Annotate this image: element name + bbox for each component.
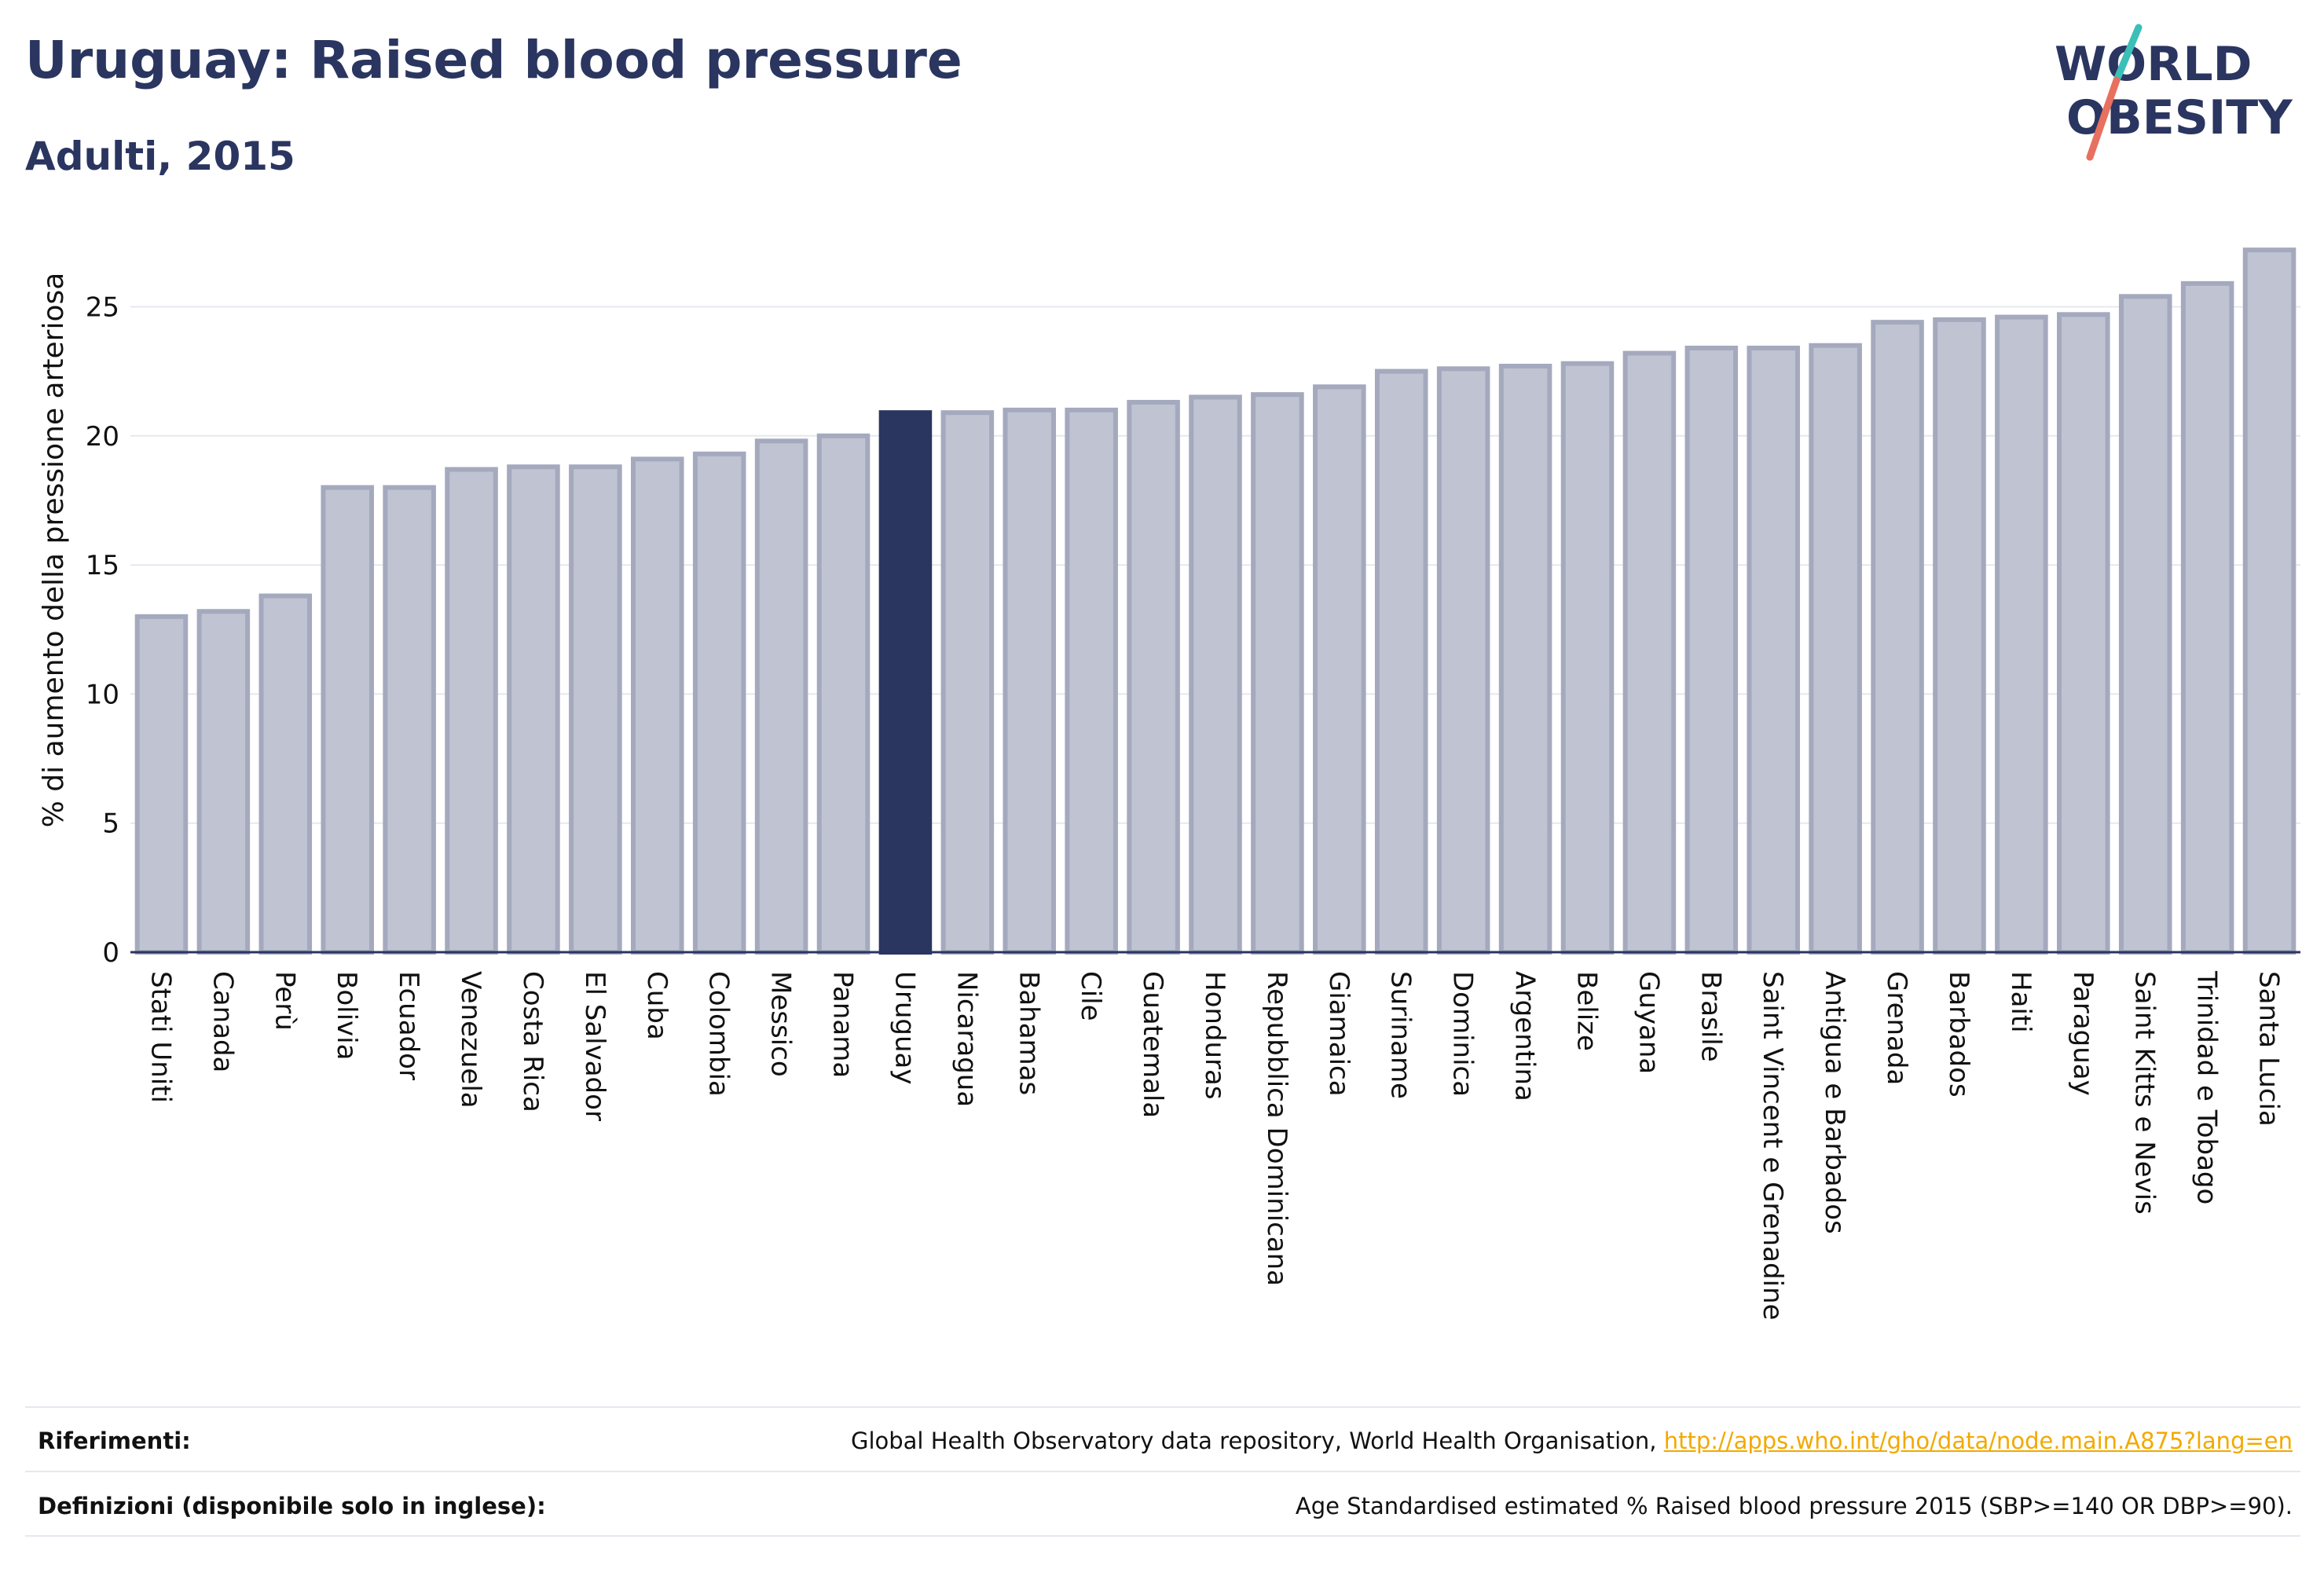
bar[interactable]: [1995, 314, 2048, 955]
bar[interactable]: [569, 464, 622, 955]
bar[interactable]: [940, 410, 995, 955]
y-tick-label: 10: [86, 679, 119, 710]
references-label: Riferimenti:: [38, 1428, 191, 1454]
chart-title: Uruguay: Raised blood pressure: [25, 30, 962, 90]
bar[interactable]: [1871, 320, 1924, 955]
bar-highlighted[interactable]: [878, 410, 933, 955]
x-tick-label: Dominica: [1447, 971, 1479, 1097]
x-tick-label: Colombia: [703, 971, 735, 1097]
bar[interactable]: [1065, 407, 1118, 955]
x-tick-label: Cile: [1075, 971, 1106, 1021]
chart-subtitle: Adulti, 2015: [25, 134, 295, 179]
x-tick-label: Paraguay: [2067, 971, 2099, 1096]
bar[interactable]: [1374, 368, 1428, 955]
x-tick-label: Guyana: [1633, 971, 1664, 1074]
x-tick-label: Barbados: [1943, 971, 1974, 1098]
x-tick-label: Costa Rica: [517, 971, 548, 1112]
x-tick-label: Canada: [207, 971, 238, 1072]
y-tick-label: 25: [86, 291, 119, 323]
logo-slash-bottom: [2086, 76, 2121, 161]
bar[interactable]: [1251, 392, 1304, 955]
bar[interactable]: [1747, 346, 1801, 955]
x-tick-label: Antigua e Barbados: [1819, 971, 1850, 1234]
x-tick-label: Giamaica: [1323, 971, 1354, 1097]
bar[interactable]: [1622, 350, 1677, 955]
x-tick-label: Venezuela: [455, 971, 486, 1109]
bar[interactable]: [1003, 407, 1057, 955]
bar[interactable]: [196, 609, 251, 955]
x-tick-label: Belize: [1571, 971, 1602, 1051]
bar[interactable]: [630, 456, 684, 955]
x-tick-label: Saint Vincent e Grenadine: [1757, 971, 1788, 1320]
bar-chart: 0 5 10 15 20 25 Stati Uniti Canada Perù Bolivia Ec…: [38, 247, 2300, 1320]
bar[interactable]: [1933, 317, 1986, 955]
bar[interactable]: [1189, 394, 1242, 955]
references-text: Global Health Observatory data repositor…: [851, 1428, 2293, 1454]
bar[interactable]: [1127, 400, 1180, 955]
x-tick-label: Cuba: [641, 971, 673, 1040]
bar[interactable]: [2057, 312, 2110, 955]
x-tick-label: Guatemala: [1137, 971, 1168, 1118]
references-source: Global Health Observatory data repositor…: [850, 1428, 1664, 1454]
bar[interactable]: [754, 438, 808, 955]
x-tick-label: Perù: [269, 971, 300, 1031]
x-tick-label: Repubblica Dominicana: [1261, 971, 1292, 1286]
bar[interactable]: [2180, 280, 2234, 955]
logo-slash-top: [2113, 24, 2143, 84]
bar[interactable]: [2242, 247, 2297, 955]
x-tick-label: Suriname: [1385, 971, 1417, 1099]
logo-text-world: WORLD: [2055, 37, 2252, 92]
tick-labels: 0 5 10 15 20 25 Stati Uniti Canada Perù Bolivia Ec…: [86, 291, 2285, 1320]
y-tick-label: 5: [102, 808, 119, 840]
bar[interactable]: [2118, 294, 2172, 955]
footer-separator-middle: [25, 1471, 2300, 1472]
bar[interactable]: [1313, 384, 1366, 955]
definitions-label: Definizioni (disponibile solo in inglese…: [38, 1493, 546, 1519]
x-tick-label: Ecuador: [393, 971, 424, 1080]
x-tick-label: Nicaragua: [951, 971, 982, 1107]
bar[interactable]: [507, 464, 560, 955]
x-tick-label: El Salvador: [579, 971, 610, 1121]
world-obesity-logo: WORLD OBESITY: [2055, 24, 2293, 161]
footer-separator-top: [25, 1406, 2300, 1408]
bar[interactable]: [1809, 343, 1862, 955]
bar[interactable]: [816, 433, 871, 955]
x-tick-label: Honduras: [1199, 971, 1230, 1100]
bars: [134, 247, 2297, 955]
bar[interactable]: [1498, 364, 1552, 955]
x-tick-label: Panama: [827, 971, 859, 1078]
bar[interactable]: [258, 593, 313, 955]
x-tick-label: Bahamas: [1013, 971, 1044, 1095]
bar[interactable]: [445, 467, 498, 955]
bar[interactable]: [1684, 346, 1739, 955]
bar[interactable]: [1560, 361, 1615, 955]
bar[interactable]: [1436, 366, 1490, 955]
y-tick-label: 20: [86, 421, 119, 453]
x-tick-label: Stati Uniti: [145, 971, 176, 1103]
x-tick-label: Uruguay: [889, 971, 920, 1085]
x-tick-label: Saint Kitts e Nevis: [2129, 971, 2161, 1215]
x-tick-label: Bolivia: [331, 971, 362, 1060]
x-tick-label: Grenada: [1881, 971, 1912, 1085]
bar[interactable]: [321, 485, 374, 955]
y-tick-label: 0: [102, 937, 119, 969]
x-tick-label: Brasile: [1695, 971, 1726, 1062]
x-tick-label: Messico: [765, 971, 797, 1077]
footer-separator-bottom: [25, 1535, 2300, 1537]
x-tick-label: Santa Lucia: [2253, 971, 2285, 1127]
x-tick-label: Argentina: [1509, 971, 1541, 1101]
references-link[interactable]: http://apps.who.int/gho/data/node.main.A…: [1663, 1428, 2293, 1454]
bar[interactable]: [383, 485, 436, 955]
bar[interactable]: [692, 451, 746, 955]
definitions-text: Age Standardised estimated % Raised bloo…: [1295, 1493, 2293, 1519]
y-tick-label: 15: [86, 550, 119, 581]
y-axis-label: % di aumento della pressione arteriosa: [38, 273, 70, 828]
x-tick-label: Haiti: [2005, 971, 2036, 1033]
x-tick-label: Trinidad e Tobago: [2191, 970, 2223, 1204]
bar[interactable]: [134, 614, 189, 955]
